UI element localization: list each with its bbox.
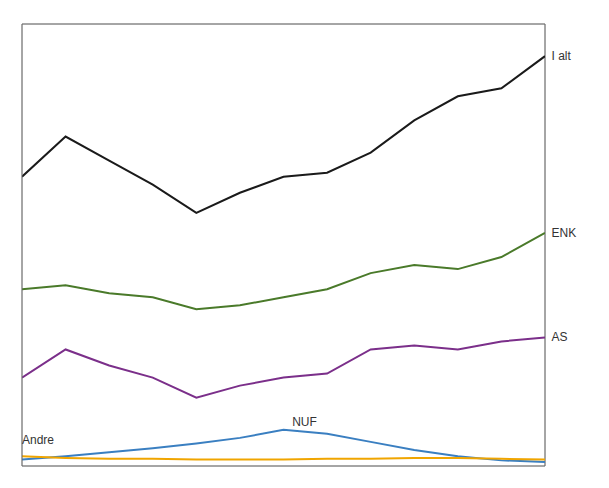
svg-text:Andre: Andre xyxy=(22,433,54,447)
svg-text:I alt: I alt xyxy=(552,49,572,63)
svg-text:AS: AS xyxy=(552,330,568,344)
svg-text:ENK: ENK xyxy=(552,226,577,240)
svg-text:NUF: NUF xyxy=(292,415,317,429)
